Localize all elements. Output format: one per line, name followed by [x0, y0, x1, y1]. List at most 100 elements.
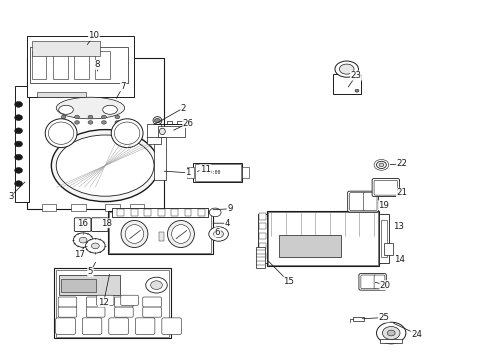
Circle shape [91, 243, 99, 249]
Ellipse shape [153, 117, 162, 125]
Ellipse shape [45, 119, 77, 148]
Text: 21: 21 [396, 188, 407, 197]
FancyBboxPatch shape [114, 307, 133, 317]
Bar [171, 209, 178, 216]
Circle shape [145, 277, 167, 293]
Bar [144, 209, 151, 216]
Bar [184, 209, 191, 216]
FancyBboxPatch shape [162, 318, 181, 334]
Ellipse shape [114, 122, 140, 144]
Bar [267, 212, 377, 265]
Text: 7: 7 [120, 82, 126, 91]
Ellipse shape [339, 64, 353, 74]
Text: 5: 5 [87, 267, 93, 276]
FancyBboxPatch shape [108, 318, 128, 334]
FancyBboxPatch shape [114, 297, 133, 307]
FancyBboxPatch shape [358, 274, 386, 290]
Bar [168, 232, 173, 241]
Circle shape [150, 281, 162, 289]
Text: 2: 2 [180, 104, 186, 112]
Ellipse shape [56, 97, 124, 119]
Circle shape [213, 230, 223, 238]
Bar [242, 167, 248, 178]
Circle shape [209, 208, 221, 217]
FancyBboxPatch shape [86, 307, 105, 317]
Circle shape [75, 121, 79, 124]
Ellipse shape [51, 130, 159, 202]
Ellipse shape [121, 220, 147, 248]
Bar [193, 163, 242, 182]
FancyBboxPatch shape [373, 180, 397, 195]
Text: 14: 14 [394, 256, 405, 264]
Bar [383, 243, 392, 255]
Bar [258, 243, 265, 249]
Ellipse shape [334, 61, 358, 77]
FancyBboxPatch shape [142, 307, 161, 317]
Bar [258, 233, 265, 239]
Ellipse shape [167, 220, 194, 248]
FancyBboxPatch shape [347, 191, 378, 212]
Bar [95, 51, 110, 79]
Ellipse shape [102, 105, 117, 114]
Circle shape [88, 121, 93, 124]
Circle shape [102, 121, 106, 124]
Bar [157, 209, 164, 216]
Text: 18: 18 [101, 219, 112, 228]
Circle shape [376, 161, 386, 168]
Circle shape [376, 322, 405, 344]
Bar [54, 268, 171, 338]
Bar [378, 214, 388, 263]
Ellipse shape [111, 119, 142, 148]
Text: 8: 8 [94, 60, 100, 69]
Text: 17: 17 [74, 250, 84, 258]
Text: 15: 15 [283, 277, 293, 286]
Bar [32, 51, 46, 79]
Circle shape [15, 181, 22, 186]
Ellipse shape [159, 128, 165, 135]
Text: 3: 3 [8, 192, 14, 201]
Bar [257, 214, 267, 263]
Circle shape [15, 154, 22, 160]
Bar [30, 47, 128, 83]
Bar [27, 36, 134, 97]
Bar [159, 232, 163, 241]
Text: 11: 11 [200, 165, 210, 174]
Circle shape [386, 330, 394, 336]
Bar [59, 275, 120, 295]
Bar [255, 247, 264, 268]
FancyBboxPatch shape [360, 275, 375, 289]
FancyBboxPatch shape [142, 297, 161, 307]
Text: 16: 16 [77, 219, 87, 228]
Circle shape [61, 115, 66, 119]
Bar [129, 204, 144, 211]
FancyBboxPatch shape [74, 218, 91, 231]
Text: 13: 13 [392, 222, 403, 231]
Bar [27, 58, 163, 209]
Bar [258, 223, 265, 230]
Circle shape [15, 115, 22, 121]
Bar [74, 51, 89, 79]
Circle shape [208, 227, 228, 241]
FancyBboxPatch shape [58, 297, 77, 307]
FancyBboxPatch shape [82, 318, 102, 334]
Bar [131, 209, 138, 216]
Ellipse shape [48, 122, 74, 144]
Bar [194, 164, 240, 181]
Circle shape [115, 115, 120, 119]
Bar [332, 74, 360, 94]
Bar [146, 124, 161, 144]
Text: 20: 20 [379, 281, 390, 289]
Bar [258, 253, 265, 259]
Circle shape [88, 115, 93, 119]
Text: 10:00: 10:00 [206, 170, 221, 175]
Circle shape [77, 223, 84, 228]
Bar [15, 86, 29, 202]
FancyBboxPatch shape [349, 193, 364, 211]
Circle shape [15, 128, 22, 134]
Circle shape [382, 327, 399, 339]
FancyBboxPatch shape [56, 318, 75, 334]
Circle shape [85, 239, 105, 253]
FancyBboxPatch shape [121, 295, 138, 305]
Circle shape [79, 237, 87, 243]
Text: 1: 1 [185, 168, 191, 177]
